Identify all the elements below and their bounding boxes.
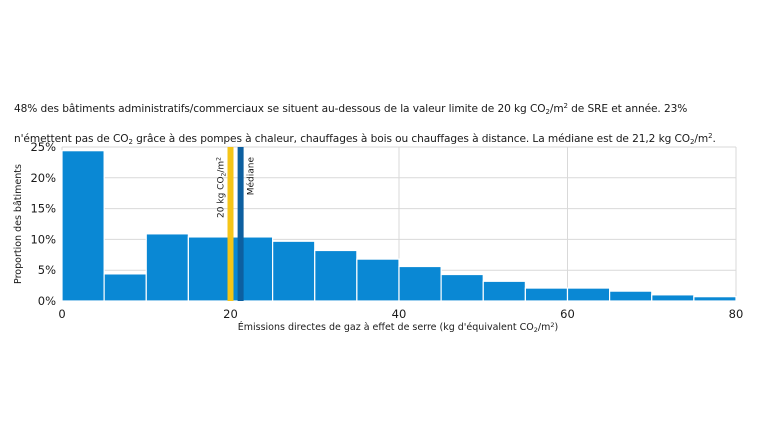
reference-lines: 20 kg CO2/m2 Médiane [216,147,257,301]
histogram-bar [356,258,400,302]
x-tick-label: 80 [729,307,744,321]
histogram-bar [272,240,316,302]
y-tick-label: 20% [30,171,56,185]
caption-line-2: n'émettent pas de CO2 grâce à des pompes… [14,132,716,146]
histogram-bar [398,265,442,302]
y-tick-label: 10% [30,232,56,246]
median-label: Médiane [246,157,257,196]
histogram-bar [440,273,484,302]
limit-label: 20 kg CO2/m2 [216,157,228,218]
y-tick-label: 25% [30,140,56,154]
x-tick-label: 0 [58,307,65,321]
y-axis-label: Proportion des bâtiments [13,164,24,284]
histogram-bar [229,236,274,302]
histogram-bar [693,296,737,302]
histogram-bar [187,236,232,302]
x-axis-label: Émissions directes de gaz à effet de ser… [238,321,558,334]
histogram-bar [61,150,105,302]
median-line [237,147,244,301]
x-tick-labels: 0 20 40 60 80 [58,307,743,321]
histogram-bar [482,280,526,302]
x-tick-label: 40 [392,307,407,321]
caption-line-1: 48% des bâtiments administratifs/commerc… [14,102,688,116]
y-tick-label: 5% [38,263,56,277]
histogram-bar [103,273,147,302]
limit-line [227,147,234,301]
histogram-bar [609,290,653,302]
x-tick-label: 20 [223,307,238,321]
chart-caption: 48% des bâtiments administratifs/commerc… [14,94,750,154]
y-tick-label: 15% [30,202,56,216]
x-tick-label: 60 [560,307,575,321]
y-tick-label: 0% [38,294,56,308]
y-tick-labels: 0% 5% 10% 15% 20% 25% [30,140,56,308]
histogram-bars [61,150,737,302]
histogram-bar [566,287,611,302]
histogram-bar [651,294,695,302]
histogram-bar [314,249,358,302]
histogram-bar [145,233,189,302]
histogram-bar [524,287,569,302]
